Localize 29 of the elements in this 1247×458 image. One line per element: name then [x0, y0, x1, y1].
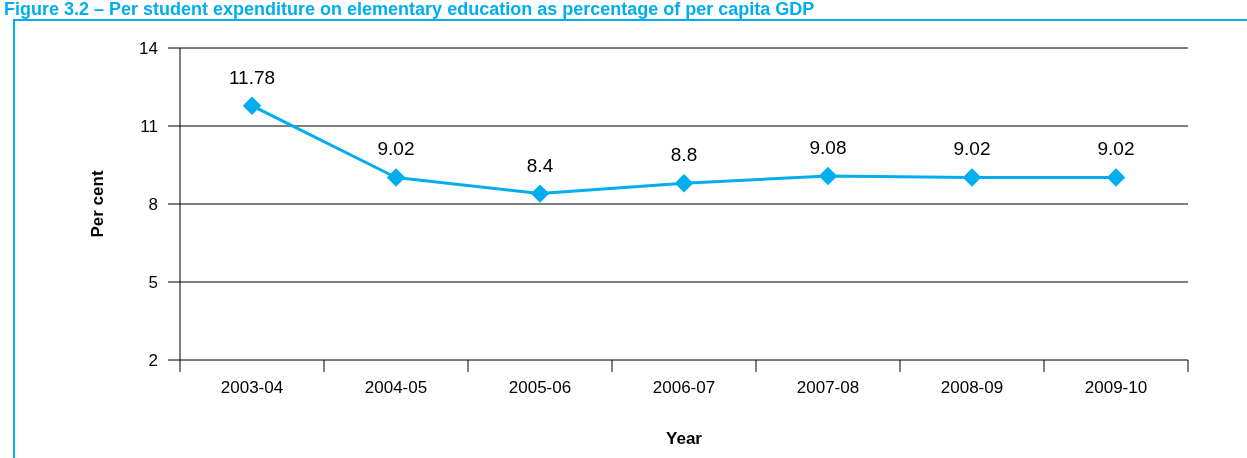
x-tick-label: 2007-08	[796, 378, 860, 397]
data-label: 8.4	[526, 154, 554, 176]
point	[530, 184, 550, 203]
x-tick-label: 2008-09	[940, 378, 1004, 397]
point	[1106, 168, 1126, 187]
x-tick-label: 2003-04	[220, 378, 284, 397]
y-tick-label: 14	[139, 39, 158, 58]
data-label: 9.08	[809, 136, 847, 158]
y-tick-label: 5	[148, 273, 158, 292]
point	[242, 96, 262, 115]
x-axis-title: Year	[666, 429, 703, 448]
data-label: 9.02	[953, 138, 991, 160]
point	[962, 168, 982, 187]
y-tick-label: 11	[140, 117, 158, 136]
data-label: 9.02	[377, 138, 415, 160]
point	[818, 166, 838, 186]
x-tick-label: 2005-06	[508, 378, 572, 397]
x-tick-label: 2009-10	[1084, 378, 1148, 397]
chart-title: Figure 3.2 – Per student expenditure on elementary education as percentage of per capita GDP	[4, 0, 815, 19]
data-label: 8.8	[670, 144, 698, 166]
x-tick-label: 2006-07	[652, 378, 716, 397]
data-label: 9.02	[1097, 138, 1135, 160]
point	[674, 173, 694, 193]
data-label: 11.78	[228, 66, 276, 88]
y-axis-title: Per cent	[88, 170, 107, 238]
y-tick-label: 8	[148, 195, 158, 214]
x-tick-label: 2004-05	[364, 378, 428, 397]
point	[386, 168, 406, 187]
y-tick-label: 2	[148, 351, 158, 370]
